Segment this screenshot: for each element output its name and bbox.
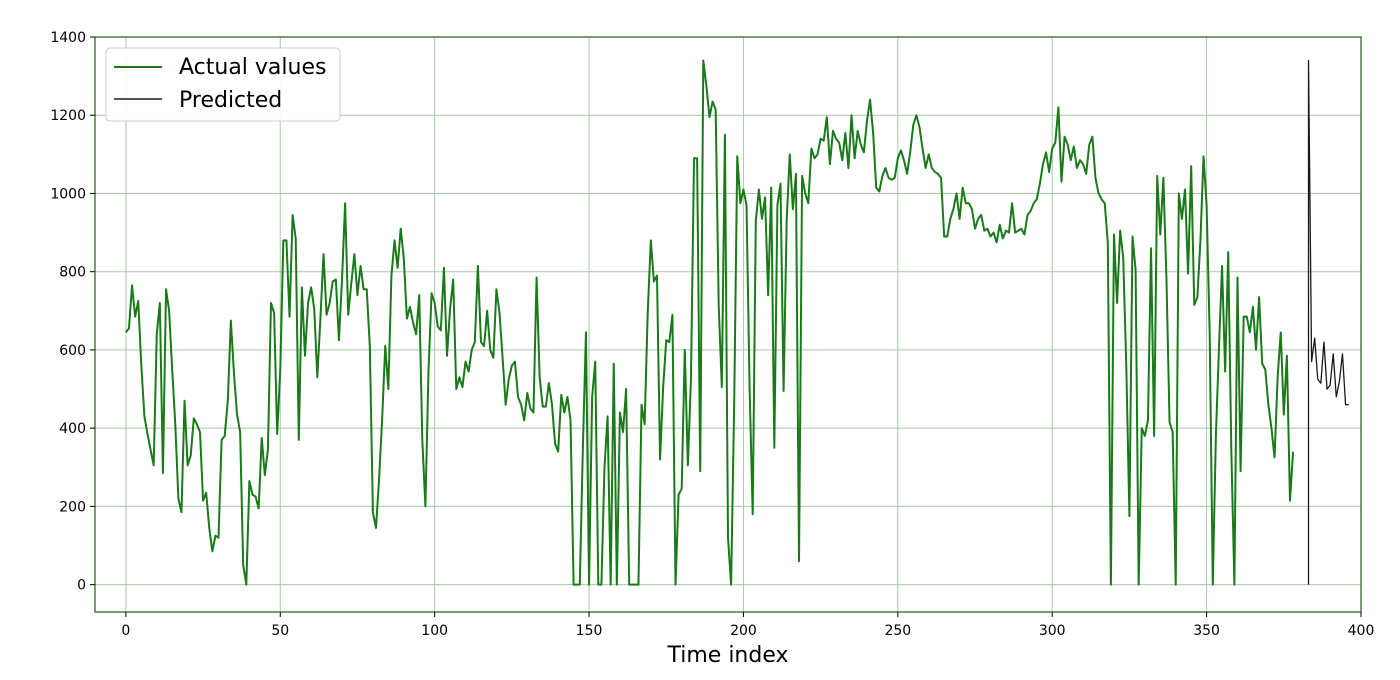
x-tick-label-400: 400 (1348, 623, 1375, 639)
x-tick-label-150: 150 (576, 623, 603, 639)
y-tick-label-1400: 1400 (50, 30, 86, 46)
y-tick-label-200: 200 (59, 499, 86, 515)
y-tick-label-600: 600 (59, 343, 86, 359)
series-layer (125, 59, 1349, 586)
x-axis-label: Time index (666, 643, 788, 668)
x-tick-label-100: 100 (421, 623, 448, 639)
x-axis: 0 50 100 150 200 250 300 350 400 (121, 612, 1374, 639)
x-tick-label-250: 250 (884, 623, 911, 639)
legend: Actual values Predicted (105, 47, 341, 122)
x-tick-label-0: 0 (121, 623, 130, 639)
series-line-actual-values (125, 59, 1295, 586)
legend-label-predicted: Predicted (179, 88, 282, 113)
x-tick-label-50: 50 (271, 623, 289, 639)
plot-border (94, 36, 1362, 613)
x-tick-label-200: 200 (730, 623, 757, 639)
y-tick-label-1200: 1200 (50, 108, 86, 124)
y-tick-label-1000: 1000 (50, 186, 86, 202)
legend-box (105, 47, 341, 122)
y-tick-label-400: 400 (59, 421, 86, 437)
x-tick-label-300: 300 (1039, 623, 1066, 639)
y-tick-label-800: 800 (59, 265, 86, 281)
plot-frame (94, 36, 1362, 613)
y-tick-label-0: 0 (77, 578, 86, 594)
x-tick-label-350: 350 (1193, 623, 1220, 639)
series-line-predicted (1307, 59, 1349, 585)
y-axis: 0 200 400 600 800 1000 1200 1400 (50, 30, 95, 594)
legend-label-actual: Actual values (179, 55, 326, 80)
